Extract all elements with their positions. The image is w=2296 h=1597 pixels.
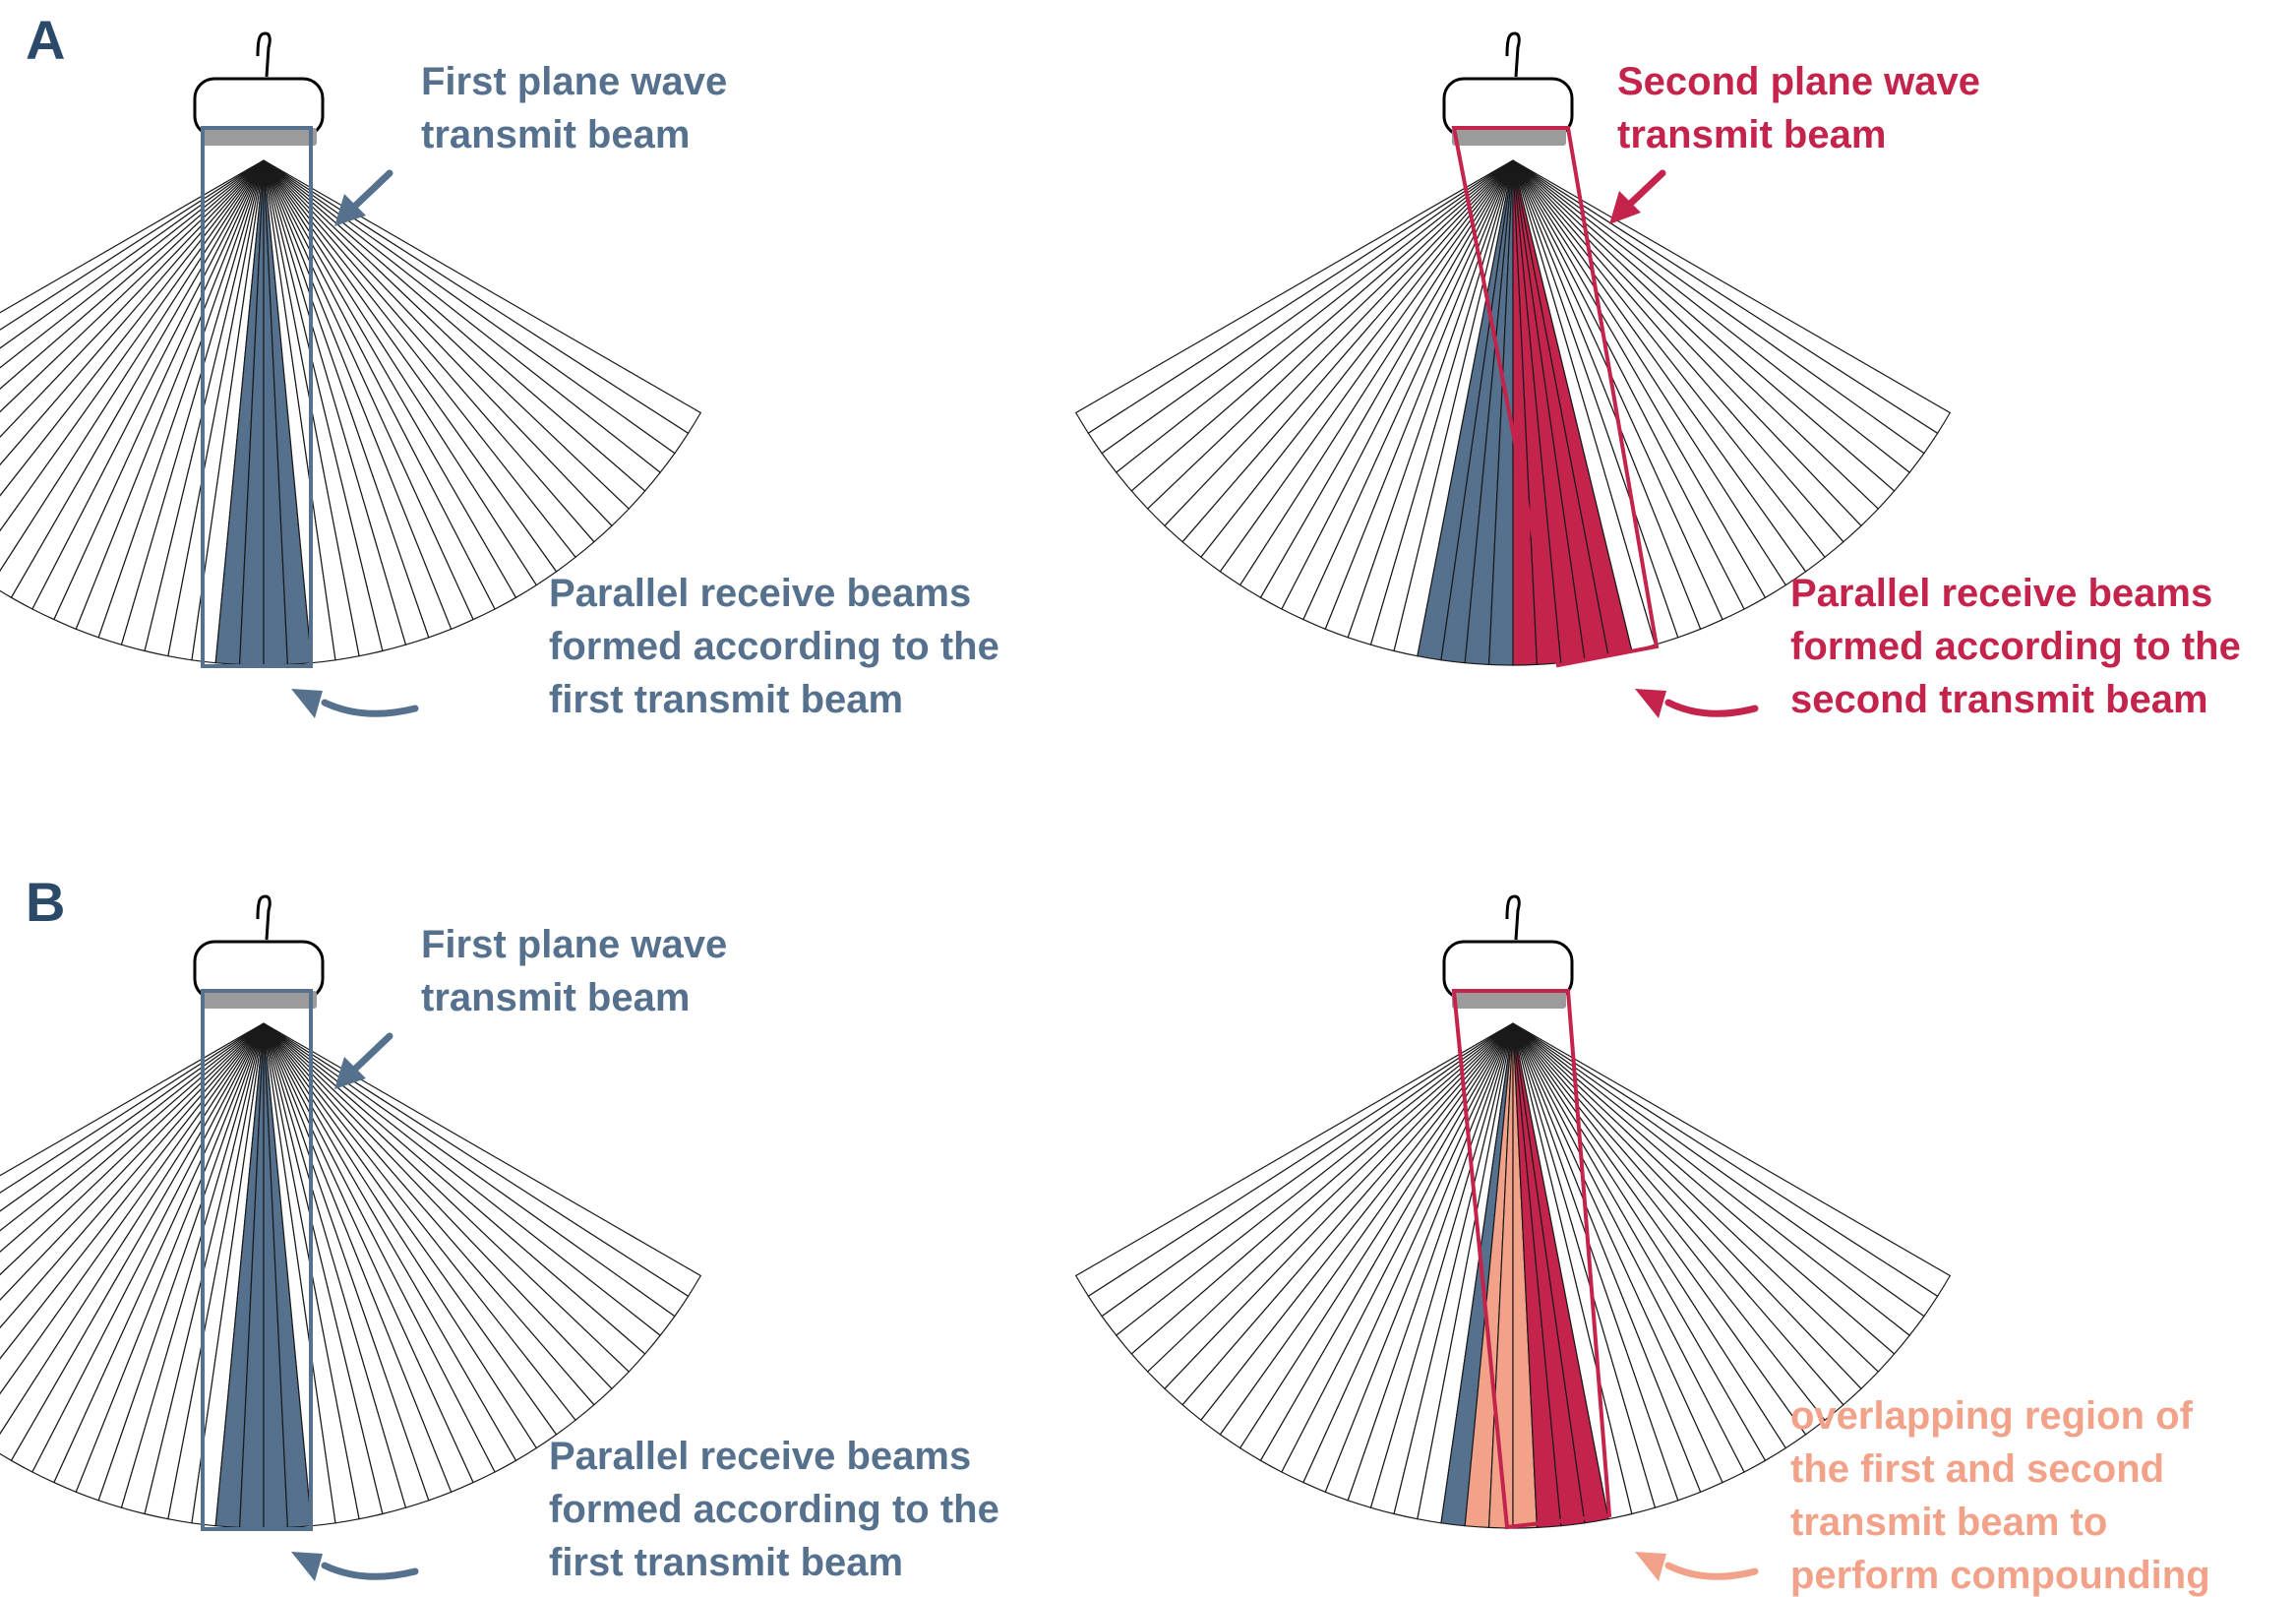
- transmit-beam-label: First plane wave transmit beam: [421, 60, 738, 156]
- panel-label-a: A: [26, 9, 65, 71]
- transmit-beam-label: First plane wave transmit beam: [421, 923, 738, 1019]
- diagram-first-transmit: First plane wave transmit beam Parallel …: [0, 33, 1010, 721]
- receive-beams-label: Parallel receive beams formed according …: [549, 1435, 1010, 1584]
- receive-beams-label: Parallel receive beams formed according …: [1790, 572, 2252, 721]
- diagram-second-transmit: Second plane wave transmit beam Parallel…: [1076, 33, 2252, 721]
- label-line: First plane wave: [421, 923, 727, 966]
- label-line: Second plane wave: [1617, 60, 1980, 103]
- curved-arrow-icon: [291, 1552, 415, 1581]
- label-line: transmit beam: [1617, 113, 1886, 156]
- curved-arrow-icon: [1635, 1552, 1755, 1581]
- curved-arrow-icon: [1609, 173, 1662, 224]
- diagram-compounding-overlap: overlapping region of the first and seco…: [1076, 896, 2210, 1597]
- receive-beams-label: Parallel receive beams formed according …: [549, 572, 1010, 721]
- label-line: transmit beam: [421, 976, 690, 1019]
- label-line: Parallel receive beams: [549, 572, 971, 615]
- label-line: Parallel receive beams: [1790, 572, 2212, 615]
- transducer-face: [1452, 128, 1566, 146]
- label-line: second transmit beam: [1790, 678, 2208, 721]
- transmit-beam-label: Second plane wave transmit beam: [1617, 60, 1991, 156]
- label-line: transmit beam: [421, 113, 690, 156]
- label-line: perform compounding: [1790, 1554, 2210, 1597]
- transducer-face: [203, 128, 317, 146]
- panel-label-b: B: [26, 871, 65, 933]
- label-line: formed according to the: [1790, 625, 2241, 668]
- label-line: transmit beam to: [1790, 1501, 2107, 1544]
- label-line: overlapping region of: [1790, 1394, 2194, 1438]
- label-line: formed according to the: [549, 1488, 999, 1531]
- transducer-face: [1452, 991, 1566, 1009]
- label-line: the first and second: [1790, 1447, 2164, 1491]
- transducer-face: [203, 991, 317, 1009]
- curved-arrow-icon: [1635, 689, 1755, 718]
- label-line: Parallel receive beams: [549, 1435, 971, 1478]
- label-line: formed according to the: [549, 625, 999, 668]
- label-line: first transmit beam: [549, 678, 903, 721]
- overlap-region-label: overlapping region of the first and seco…: [1790, 1394, 2210, 1597]
- label-line: first transmit beam: [549, 1541, 903, 1584]
- label-line: First plane wave: [421, 60, 727, 103]
- curved-arrow-icon: [291, 689, 415, 718]
- diagram-first-transmit: First plane wave transmit beam Parallel …: [0, 896, 1010, 1584]
